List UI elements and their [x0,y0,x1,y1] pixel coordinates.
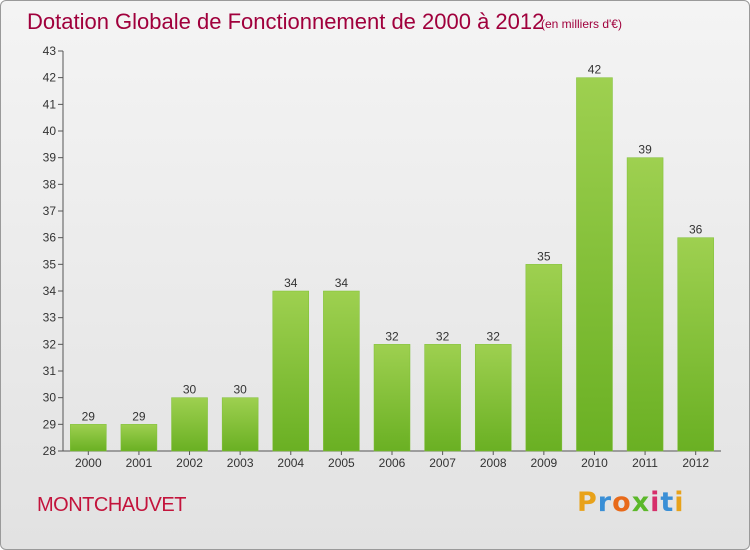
chart-title: Dotation Globale de Fonctionnement de 20… [27,9,545,34]
y-tick-label: 29 [43,417,57,431]
y-tick-label: 31 [43,364,57,378]
logo-letter: t [660,487,675,518]
bar-2007 [424,344,461,452]
bar-2005 [323,290,360,452]
data-label-2000: 29 [82,409,96,423]
y-tick-label: 41 [43,97,57,111]
data-label-2012: 36 [689,223,703,237]
x-tick-label-2001: 2001 [126,456,153,470]
x-tick-label-2000: 2000 [75,456,102,470]
y-tick-label: 34 [43,284,57,298]
y-tick-label: 28 [43,444,57,458]
x-tick-label-2011: 2011 [632,456,658,470]
logo-letter: o [612,487,632,518]
y-tick-label: 33 [43,311,57,325]
data-label-2005: 34 [335,276,349,290]
logo-letter: i [674,487,685,518]
bar-2011 [626,157,664,452]
y-tick-label: 36 [43,231,57,245]
bar-2010 [576,77,613,452]
x-tick-label-2004: 2004 [277,456,304,470]
logo-letter: P [577,487,598,518]
y-tick-label: 32 [43,337,57,351]
data-label-2004: 34 [284,276,298,290]
bar-2003 [221,397,259,452]
x-tick-label-2007: 2007 [429,456,456,470]
y-tick-label: 30 [43,391,57,405]
x-tick-label-2005: 2005 [328,456,355,470]
data-label-2006: 32 [385,329,399,343]
y-tick-label: 42 [43,71,57,85]
y-tick-label: 38 [43,177,57,191]
bar-2008 [474,344,512,452]
logo-letter: r [597,487,613,518]
bar-2001 [120,424,158,452]
x-tick-label-2003: 2003 [227,456,254,470]
data-label-2003: 30 [233,383,247,397]
data-label-2007: 32 [436,329,450,343]
logo-letter: i [650,487,661,518]
bar-2012 [677,237,714,452]
x-tick-label-2002: 2002 [176,456,203,470]
x-tick-label-2010: 2010 [581,456,608,470]
y-tick-label: 43 [43,44,57,58]
bar-2000 [70,424,107,452]
y-tick-label: 35 [43,257,57,271]
x-tick-label-2012: 2012 [682,456,709,470]
data-label-2010: 42 [588,63,602,77]
bar-2002 [171,397,208,452]
commune-name: MONTCHAUVET [37,494,186,516]
x-tick-label-2008: 2008 [480,456,507,470]
data-label-2002: 30 [183,383,197,397]
y-tick-label: 37 [43,204,57,218]
y-tick-label: 39 [43,151,57,165]
x-tick-label-2009: 2009 [530,456,557,470]
data-label-2009: 35 [537,249,551,263]
proxiti-logo[interactable]: Proxiti [577,487,685,518]
bar-2004 [272,290,310,452]
chart-unit-note: (en milliers d'€) [541,17,622,31]
y-tick-label: 40 [43,124,57,138]
data-label-2008: 32 [487,329,501,343]
bar-2009 [525,264,563,452]
x-tick-label-2006: 2006 [379,456,406,470]
data-label-2011: 39 [638,143,652,157]
bar-2006 [373,344,411,452]
logo-letter: x [631,487,651,518]
data-label-2001: 29 [132,409,146,423]
